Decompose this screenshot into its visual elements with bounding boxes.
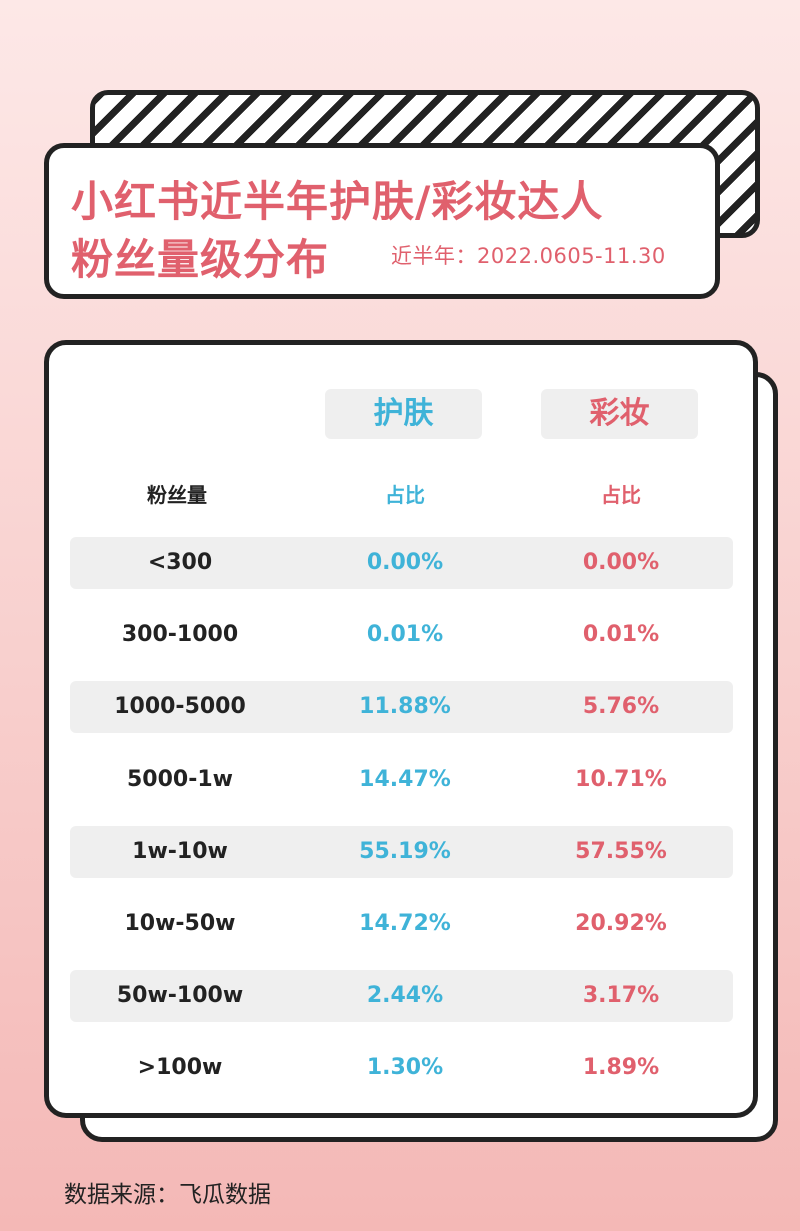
makeup-share-cell: 3.17% — [582, 983, 660, 1009]
skincare-share-label: 占比 — [385, 483, 425, 507]
makeup-share-cell: 57.55% — [575, 838, 667, 864]
skincare-share-cell: 2.44% — [366, 983, 444, 1009]
makeup-share-label: 占比 — [601, 483, 641, 507]
skincare-share-cell: 1.30% — [366, 1055, 444, 1081]
skincare-column-header: 护肤 — [325, 389, 482, 439]
makeup-share-cell: 0.01% — [582, 622, 660, 648]
skincare-share-cell: 55.19% — [359, 838, 451, 864]
title-banner: 小红书近半年护肤/彩妆达人 粉丝量级分布 近半年：2022.0605-11.30 — [44, 143, 720, 299]
table-card: 护肤 彩妆 粉丝量 占比 占比 <300 0.00% 0.00% 300-1000 0.… — [44, 340, 758, 1118]
skincare-share-cell: 0.00% — [366, 550, 444, 575]
range-cell: <300 — [147, 550, 213, 575]
date-range-label: 近半年：2022.0605-11.30 — [391, 244, 666, 268]
range-cell: 1w-10w — [132, 838, 228, 864]
table-row: 10w-50w 14.72% 20.92% — [70, 898, 733, 950]
makeup-column-header: 彩妆 — [541, 389, 698, 439]
range-cell: 5000-1w — [127, 766, 233, 792]
table-row: 300-1000 0.01% 0.01% — [70, 609, 733, 661]
skincare-share-cell: 11.88% — [359, 694, 451, 720]
table-row: 1w-10w 55.19% 57.55% — [70, 825, 733, 878]
skincare-share-cell: 14.72% — [359, 911, 451, 936]
range-cell: 300-1000 — [121, 622, 239, 648]
fans-column-label: 粉丝量 — [147, 483, 207, 507]
makeup-share-cell: 0.00% — [582, 550, 660, 575]
makeup-share-cell: 5.76% — [582, 694, 660, 720]
makeup-share-cell: 20.92% — [575, 911, 667, 936]
makeup-share-cell: 10.71% — [575, 766, 667, 792]
data-source: 数据来源：飞瓜数据 — [64, 1182, 271, 1208]
table-row: 50w-100w 2.44% 3.17% — [70, 970, 733, 1023]
range-cell: 10w-50w — [124, 911, 236, 936]
range-cell: 1000-5000 — [114, 694, 246, 720]
table-row: <300 0.00% 0.00% — [70, 537, 733, 589]
table-row: 1000-5000 11.88% 5.76% — [70, 681, 733, 734]
skincare-share-cell: 14.47% — [359, 766, 451, 792]
page-title-line1: 小红书近半年护肤/彩妆达人 — [71, 177, 604, 226]
range-cell: >100w — [137, 1055, 223, 1081]
table-row: >100w 1.30% 1.89% — [70, 1042, 733, 1094]
table-row: 5000-1w 14.47% 10.71% — [70, 754, 733, 806]
skincare-share-cell: 0.01% — [366, 622, 444, 648]
range-cell: 50w-100w — [116, 983, 244, 1009]
page-title-line2: 粉丝量级分布 — [71, 235, 330, 284]
makeup-share-cell: 1.89% — [582, 1055, 660, 1081]
